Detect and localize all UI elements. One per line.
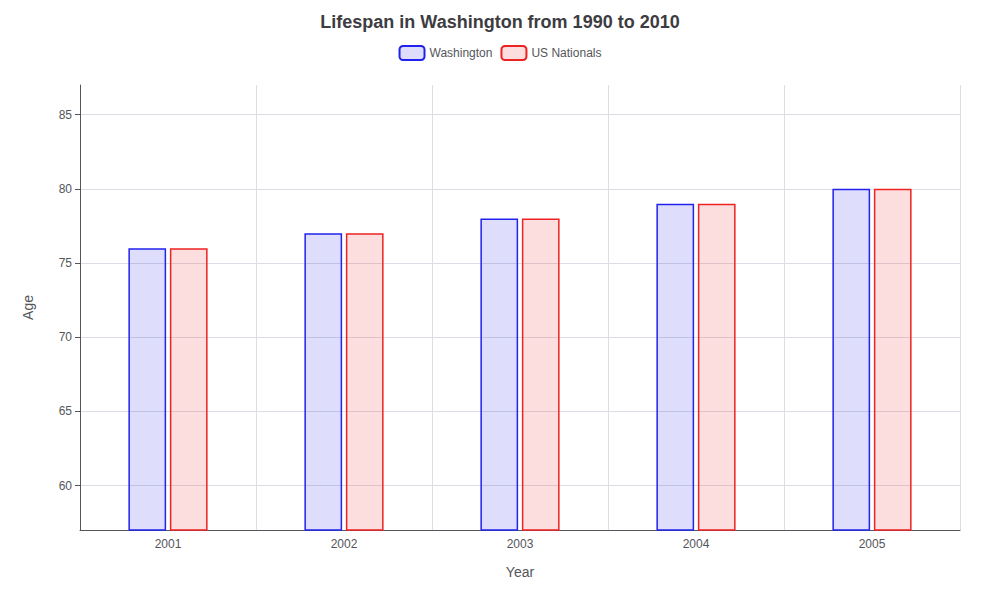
svg-text:2001: 2001 bbox=[155, 537, 182, 551]
svg-text:Year: Year bbox=[506, 564, 535, 580]
svg-text:2003: 2003 bbox=[507, 537, 534, 551]
svg-text:Washington: Washington bbox=[430, 46, 493, 60]
svg-text:2002: 2002 bbox=[331, 537, 358, 551]
svg-text:Lifespan in Washington from 19: Lifespan in Washington from 1990 to 2010 bbox=[320, 12, 679, 32]
svg-text:70: 70 bbox=[59, 330, 73, 344]
svg-text:Age: Age bbox=[20, 295, 36, 320]
svg-text:65: 65 bbox=[59, 404, 73, 418]
svg-text:85: 85 bbox=[59, 108, 73, 122]
svg-text:2005: 2005 bbox=[859, 537, 886, 551]
svg-text:2004: 2004 bbox=[683, 537, 710, 551]
svg-text:US Nationals: US Nationals bbox=[531, 46, 601, 60]
svg-text:80: 80 bbox=[59, 182, 73, 196]
svg-text:60: 60 bbox=[59, 479, 73, 493]
svg-text:75: 75 bbox=[59, 256, 73, 270]
